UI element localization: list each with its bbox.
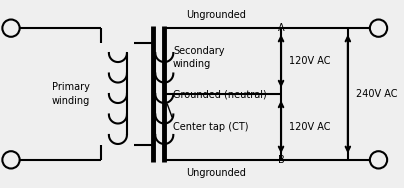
Text: Secondary
winding: Secondary winding	[173, 46, 225, 69]
Text: 120V AC: 120V AC	[289, 56, 330, 66]
Text: A: A	[278, 23, 284, 33]
Text: Ungrounded: Ungrounded	[186, 168, 246, 178]
Text: B: B	[278, 155, 284, 165]
Text: 240V AC: 240V AC	[356, 89, 397, 99]
Text: Ungrounded: Ungrounded	[186, 10, 246, 20]
Text: Primary
winding: Primary winding	[52, 82, 90, 106]
Text: 120V AC: 120V AC	[289, 122, 330, 132]
Text: Center tap (CT): Center tap (CT)	[173, 122, 248, 132]
Text: Grounded (neutral): Grounded (neutral)	[173, 89, 267, 99]
